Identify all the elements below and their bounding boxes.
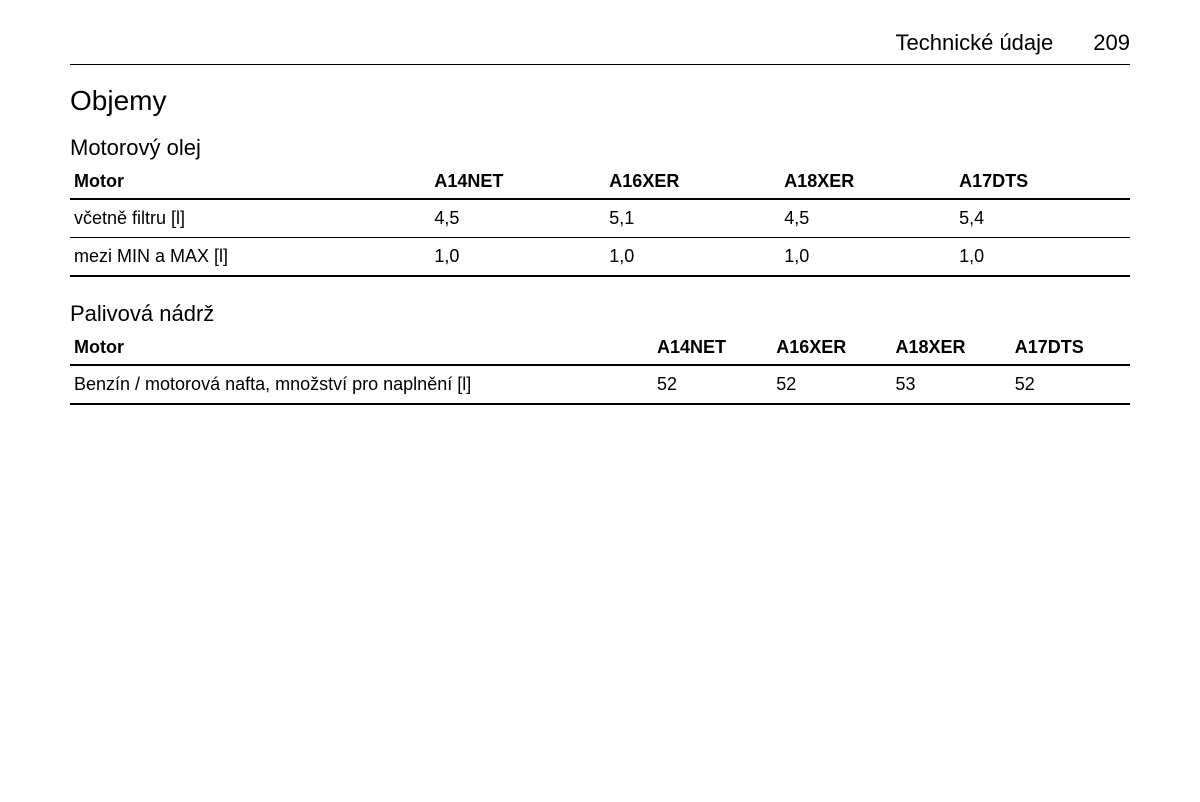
table-cell: 4,5	[430, 199, 605, 238]
table-cell: 52	[772, 365, 891, 404]
table-cell: 5,4	[955, 199, 1130, 238]
column-header: A14NET	[430, 165, 605, 199]
table-cell: 52	[1011, 365, 1130, 404]
table-cell: 1,0	[605, 238, 780, 277]
table-cell: 4,5	[780, 199, 955, 238]
table-cell: mezi MIN a MAX [l]	[70, 238, 430, 277]
engine-oil-title: Motorový olej	[70, 135, 1130, 161]
fuel-tank-table: Motor A14NET A16XER A18XER A17DTS Benzín…	[70, 331, 1130, 405]
table-header-row: Motor A14NET A16XER A18XER A17DTS	[70, 165, 1130, 199]
section-title: Objemy	[70, 85, 1130, 117]
column-header: A17DTS	[1011, 331, 1130, 365]
table-cell: 5,1	[605, 199, 780, 238]
engine-oil-table: Motor A14NET A16XER A18XER A17DTS včetně…	[70, 165, 1130, 277]
table-cell: 1,0	[430, 238, 605, 277]
table-row: mezi MIN a MAX [l] 1,0 1,0 1,0 1,0	[70, 238, 1130, 277]
chapter-title: Technické údaje	[896, 30, 1054, 56]
table-cell: 53	[892, 365, 1011, 404]
column-header: A16XER	[772, 331, 891, 365]
column-header: A18XER	[892, 331, 1011, 365]
column-header: A17DTS	[955, 165, 1130, 199]
table-cell: Benzín / motorová nafta, množství pro na…	[70, 365, 653, 404]
column-header: A14NET	[653, 331, 772, 365]
column-header: A16XER	[605, 165, 780, 199]
table-cell: včetně filtru [l]	[70, 199, 430, 238]
table-row: Benzín / motorová nafta, množství pro na…	[70, 365, 1130, 404]
fuel-tank-title: Palivová nádrž	[70, 301, 1130, 327]
column-header: A18XER	[780, 165, 955, 199]
page-number: 209	[1093, 30, 1130, 56]
table-header-row: Motor A14NET A16XER A18XER A17DTS	[70, 331, 1130, 365]
column-header: Motor	[70, 331, 653, 365]
column-header: Motor	[70, 165, 430, 199]
page-header: Technické údaje 209	[70, 30, 1130, 65]
table-cell: 1,0	[780, 238, 955, 277]
table-cell: 52	[653, 365, 772, 404]
table-row: včetně filtru [l] 4,5 5,1 4,5 5,4	[70, 199, 1130, 238]
table-cell: 1,0	[955, 238, 1130, 277]
